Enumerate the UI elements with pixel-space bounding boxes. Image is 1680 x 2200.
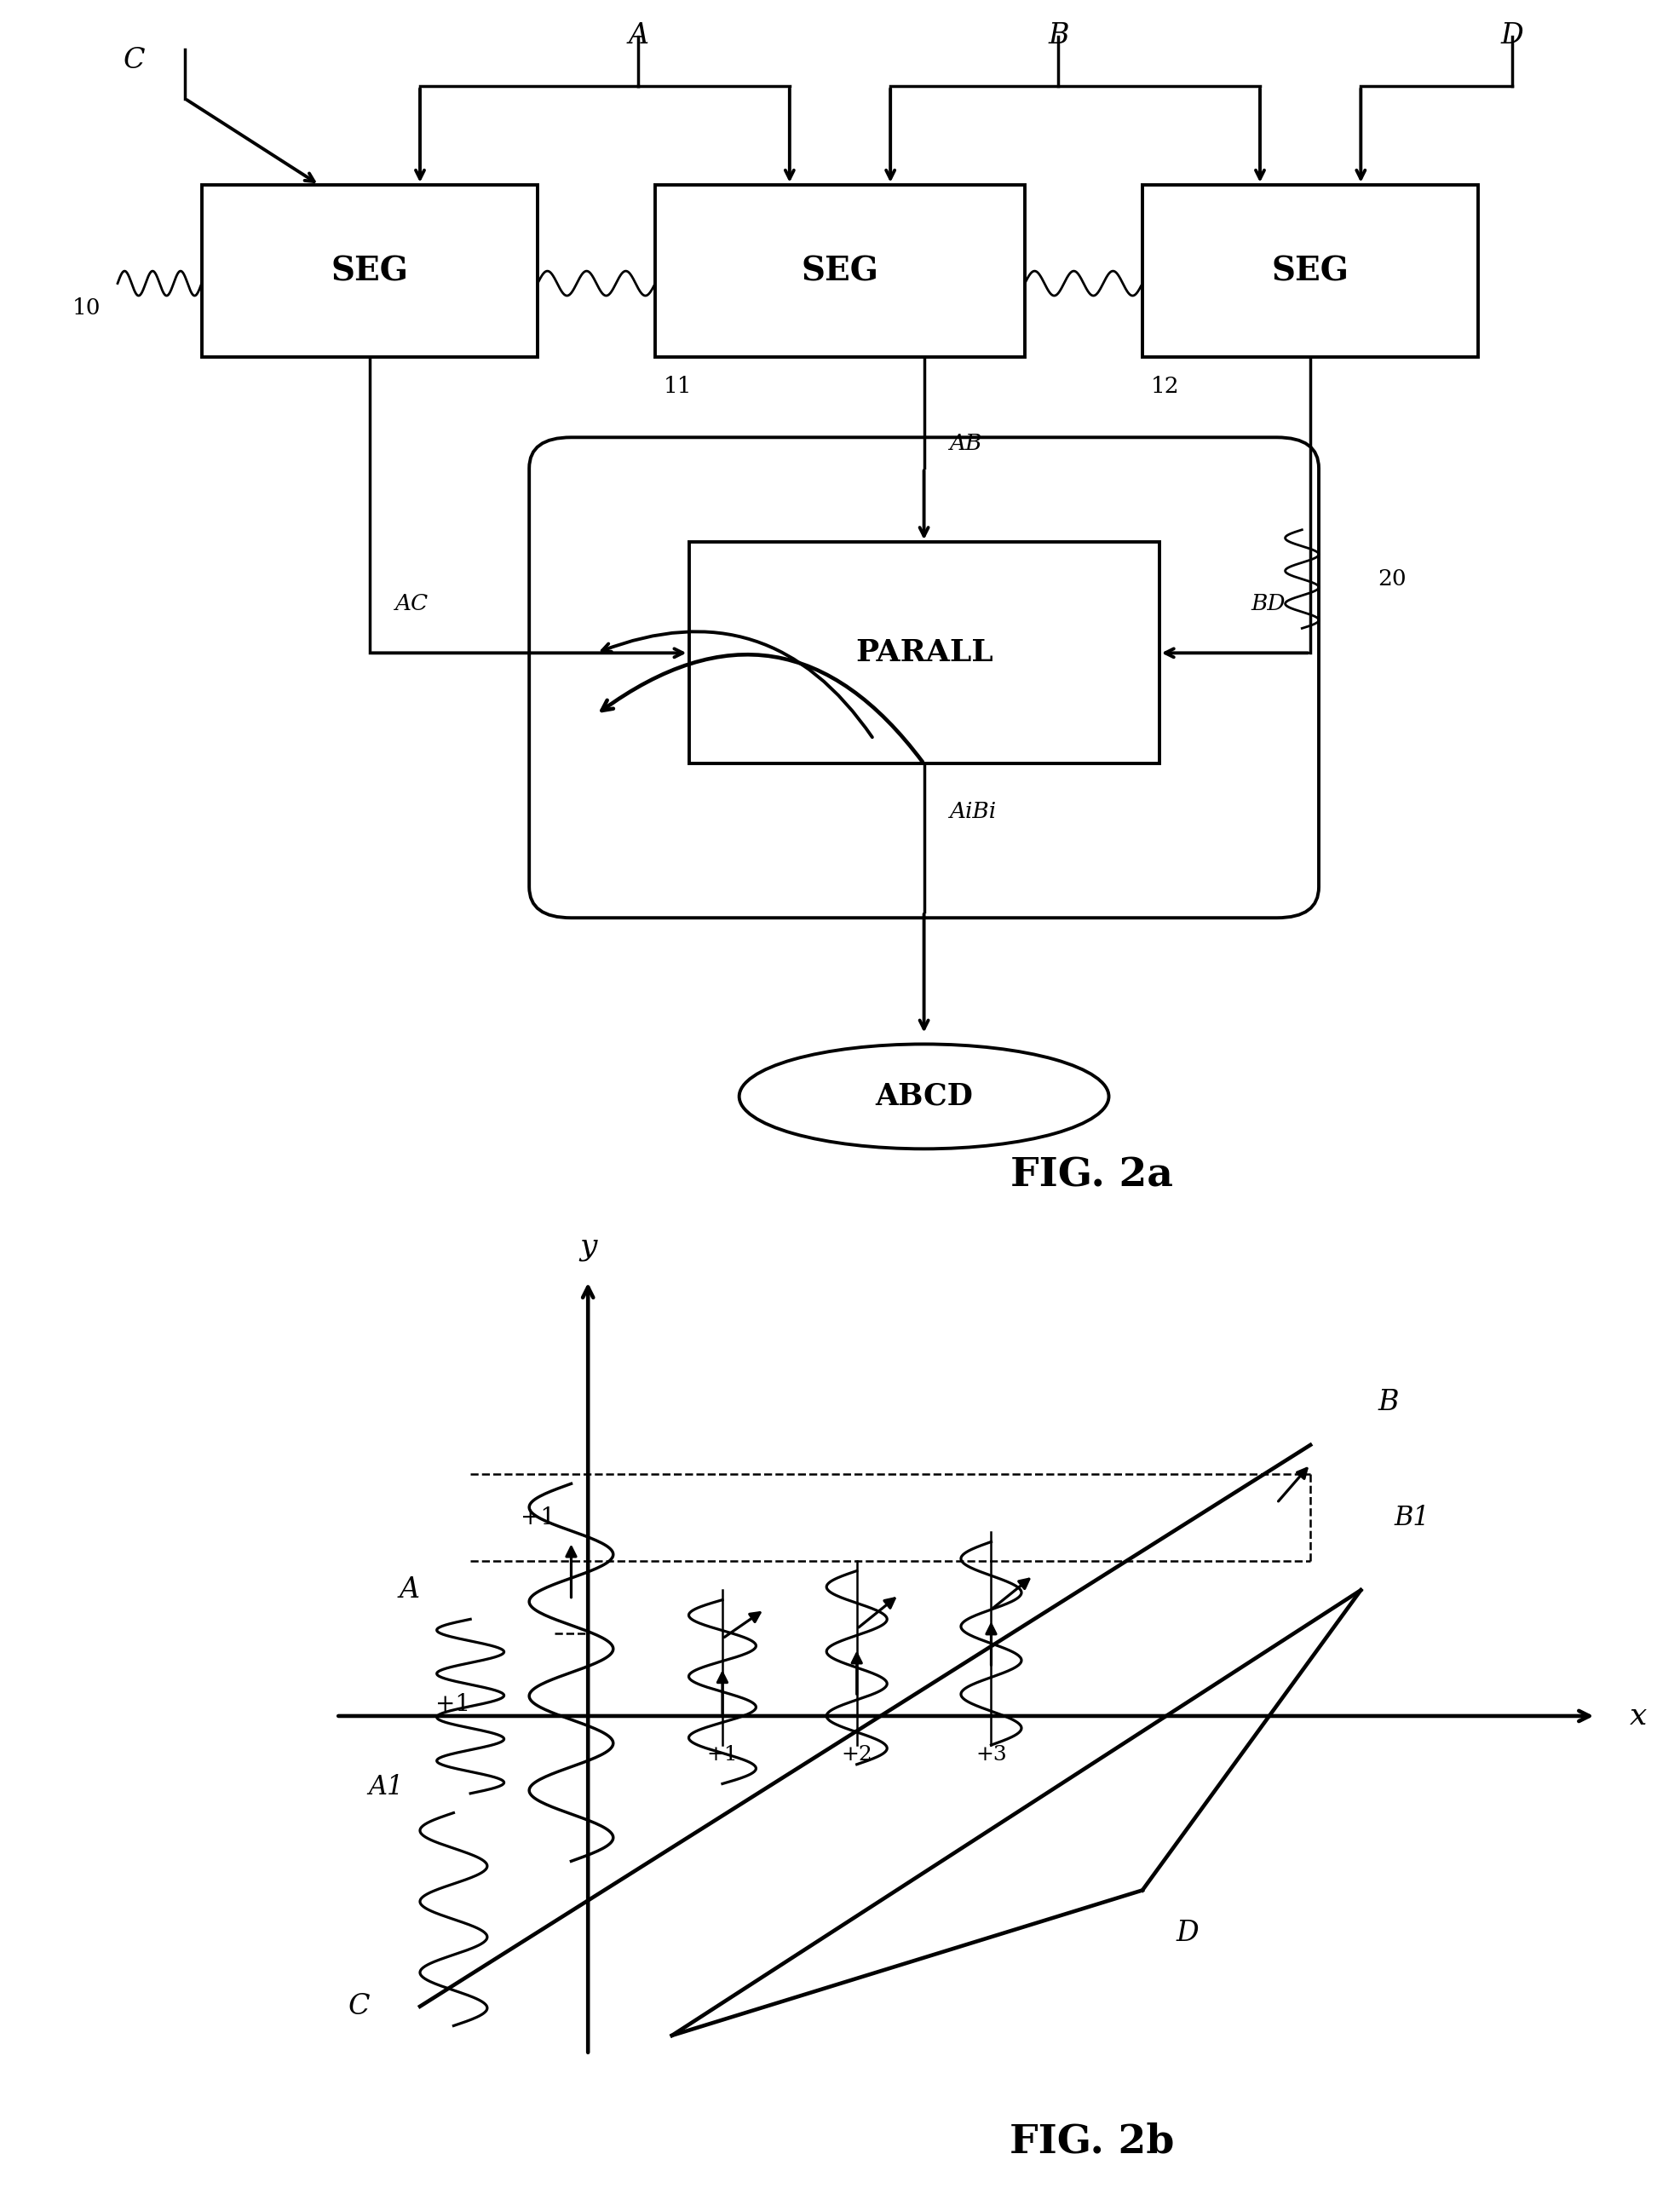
Text: +1: +1 (521, 1507, 556, 1529)
Text: +1: +1 (707, 1745, 738, 1764)
Text: BD: BD (1250, 594, 1285, 614)
Text: SEG: SEG (331, 255, 408, 288)
Text: FIG. 2a: FIG. 2a (1011, 1155, 1173, 1195)
Text: AiBi: AiBi (949, 801, 996, 823)
Text: A: A (400, 1577, 420, 1604)
Text: AB: AB (949, 433, 981, 453)
Text: B: B (1378, 1388, 1398, 1417)
Text: PARALL: PARALL (855, 638, 993, 667)
Text: FIG. 2b: FIG. 2b (1010, 2123, 1174, 2160)
Text: 10: 10 (72, 297, 101, 319)
Text: B: B (1048, 22, 1068, 48)
Text: SEG: SEG (801, 255, 879, 288)
Text: C: C (348, 1993, 370, 2020)
Text: y: y (580, 1232, 596, 1261)
Text: C: C (124, 46, 144, 75)
Text: D: D (1176, 1918, 1200, 1947)
Text: B1: B1 (1394, 1505, 1430, 1531)
Text: +2: +2 (842, 1745, 872, 1764)
Text: 12: 12 (1151, 376, 1179, 396)
Bar (689, 541, 1159, 763)
Text: SEG: SEG (1272, 255, 1349, 288)
Bar (1142, 185, 1478, 356)
Text: AC: AC (395, 594, 428, 614)
Text: 11: 11 (664, 376, 692, 396)
Text: 20: 20 (1378, 568, 1406, 590)
Text: +3: +3 (976, 1745, 1006, 1764)
Bar (202, 185, 538, 356)
Text: D: D (1500, 22, 1524, 48)
Text: A1: A1 (368, 1773, 403, 1800)
Text: A: A (628, 22, 648, 48)
Bar (655, 185, 1025, 356)
Text: ABCD: ABCD (875, 1082, 973, 1111)
FancyBboxPatch shape (529, 438, 1319, 917)
Text: +1: +1 (435, 1694, 470, 1716)
Text: x: x (1630, 1701, 1646, 1731)
Ellipse shape (739, 1045, 1109, 1148)
